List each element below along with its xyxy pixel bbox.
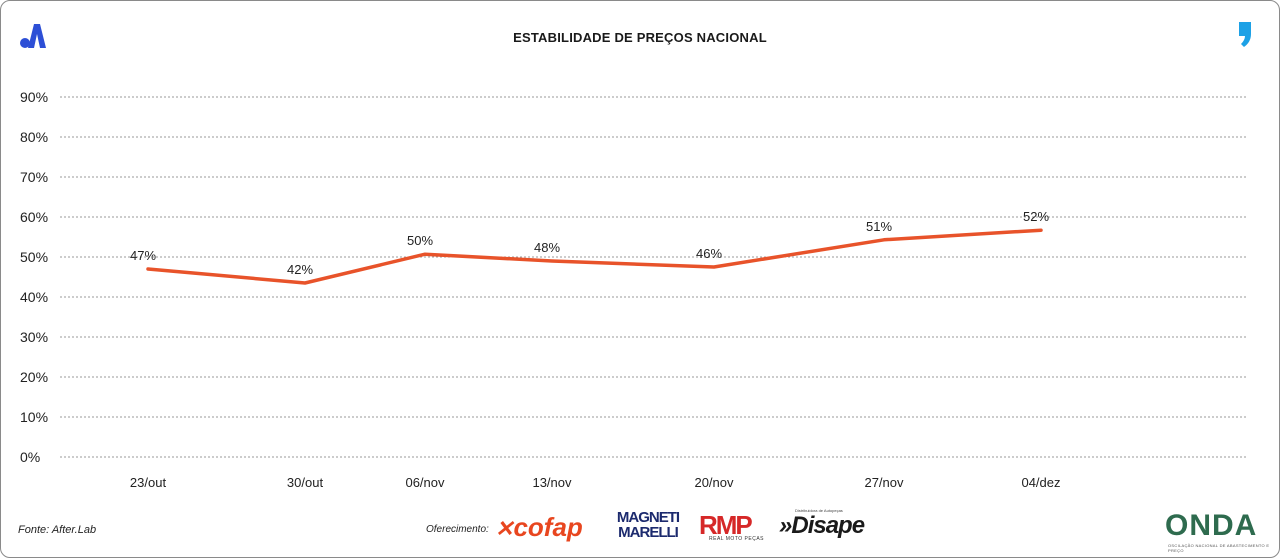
y-axis: 0% 10% 20% 30% 40% 50% 60% 70% 80% 90% bbox=[20, 89, 48, 465]
x-tick-label: 06/nov bbox=[405, 475, 445, 490]
grid-lines bbox=[60, 96, 1246, 458]
disape-subtitle: Distribuidora de Autopeças bbox=[795, 508, 843, 513]
x-axis: 23/out 30/out 06/nov 13/nov 20/nov 27/nov 04/d… bbox=[130, 475, 1061, 490]
data-label: 50% bbox=[407, 233, 433, 248]
comma-logo-icon bbox=[1239, 22, 1251, 47]
line-chart: 0% 10% 20% 30% 40% 50% 60% 70% 80% 90% 23/out 30/o… bbox=[20, 89, 1246, 490]
y-tick-label: 80% bbox=[20, 129, 48, 145]
data-label: 46% bbox=[696, 246, 722, 261]
rmp-subtitle: REAL MOTO PEÇAS bbox=[709, 536, 765, 542]
data-label: 42% bbox=[287, 262, 313, 277]
x-tick-label: 13/nov bbox=[532, 475, 572, 490]
chart-title: ESTABILIDADE DE PREÇOS NACIONAL bbox=[513, 30, 767, 45]
y-tick-label: 60% bbox=[20, 209, 48, 225]
sponsor-label: Oferecimento: bbox=[426, 524, 489, 535]
data-label: 48% bbox=[534, 240, 560, 255]
y-tick-label: 50% bbox=[20, 249, 48, 265]
y-tick-label: 20% bbox=[20, 369, 48, 385]
data-labels: 47% 42% 50% 48% 46% 51% 52% bbox=[130, 209, 1049, 277]
y-tick-label: 70% bbox=[20, 169, 48, 185]
onda-subtitle: OSCILAÇÃO NACIONAL DE ABASTECIMENTO E PR… bbox=[1168, 543, 1270, 553]
x-tick-label: 04/dez bbox=[1021, 475, 1060, 490]
data-label: 47% bbox=[130, 248, 156, 263]
x-tick-label: 23/out bbox=[130, 475, 167, 490]
y-tick-label: 0% bbox=[20, 449, 40, 465]
afterlab-logo-icon bbox=[20, 24, 46, 48]
data-label: 52% bbox=[1023, 209, 1049, 224]
y-tick-label: 10% bbox=[20, 409, 48, 425]
magneti-marelli-logo: MAGNETI MARELLI bbox=[616, 509, 680, 541]
y-tick-label: 90% bbox=[20, 89, 48, 105]
x-tick-label: 20/nov bbox=[694, 475, 734, 490]
series-line bbox=[146, 228, 1043, 285]
cofap-logo: ✕cofap bbox=[495, 512, 583, 542]
data-label: 51% bbox=[866, 219, 892, 234]
rmp-logo: RMP bbox=[699, 510, 753, 540]
onda-logo: ONDA bbox=[1165, 509, 1258, 542]
disape-logo: »Disape bbox=[779, 512, 865, 539]
y-tick-label: 40% bbox=[20, 289, 48, 305]
source-text: Fonte: After.Lab bbox=[18, 524, 97, 536]
x-tick-label: 30/out bbox=[287, 475, 324, 490]
y-tick-label: 30% bbox=[20, 329, 48, 345]
x-tick-label: 27/nov bbox=[864, 475, 904, 490]
